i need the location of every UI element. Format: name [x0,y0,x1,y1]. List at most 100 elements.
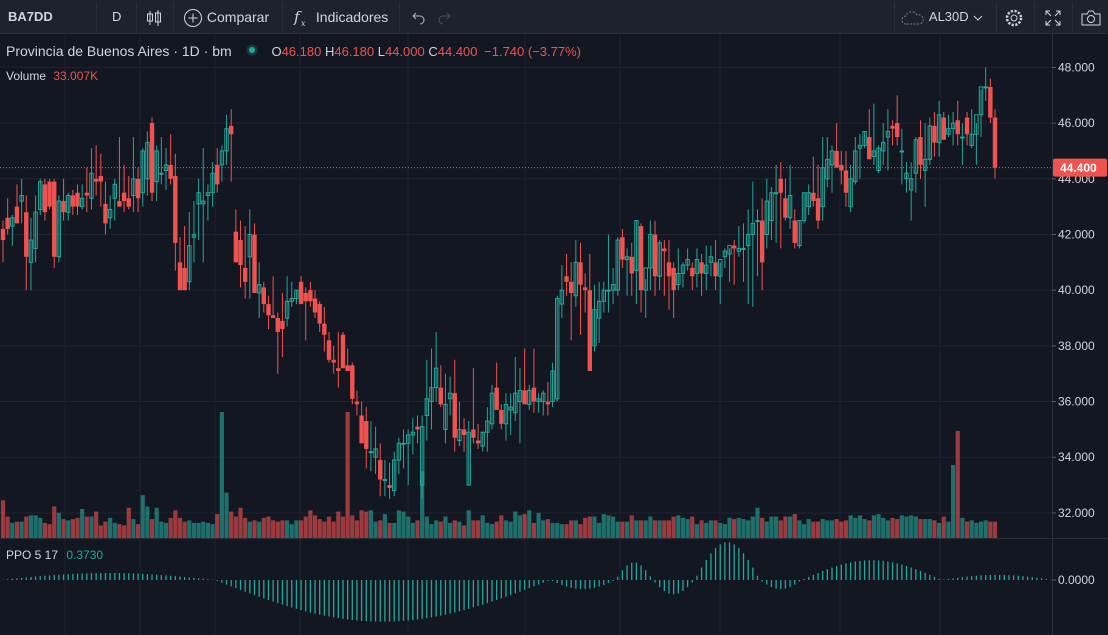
candle-body [615,239,620,291]
volume-bar [499,515,504,538]
candle-body [5,217,10,229]
volume-bar [52,506,57,538]
candle-body [718,259,723,277]
candle-body [713,262,718,277]
candle-body [620,237,625,260]
volume-bar [750,516,755,538]
volume-bar [797,520,802,538]
candle-body [839,164,844,171]
candle-body [811,192,816,202]
low-key: L [377,44,385,59]
volume-bar [131,519,136,538]
open-value: 46.180 [281,44,322,59]
candle-body [704,264,709,274]
candle-body [373,448,378,458]
volume-bar [815,521,821,538]
volume-bar [662,520,667,538]
volume-bar [648,516,653,538]
volume-bar [168,517,173,538]
undo-button[interactable] [409,0,427,34]
snapshot-button[interactable] [1080,0,1102,34]
volume-bar [457,521,462,538]
candle-body [894,123,900,138]
volume-bar [89,516,94,538]
volume-bar [140,495,145,538]
interval-button[interactable]: D [112,0,121,34]
candle-body [196,192,201,205]
volume-bar [932,520,937,538]
volume-bar [941,516,946,538]
volume-bar [70,519,75,538]
volume-bar [10,522,15,538]
volume-bar [387,522,392,538]
volume-bar [741,519,746,538]
volume-bar [461,525,467,538]
candle-body [690,267,695,277]
candle-body [378,460,383,480]
fullscreen-button[interactable] [1044,0,1062,34]
settings-button[interactable] [1004,0,1024,34]
candle-body [135,178,141,199]
candle-body [14,206,20,224]
chart-style-button[interactable] [145,0,163,34]
undo-icon [412,12,425,25]
volume-bar [722,524,727,538]
volume-bar [746,520,751,538]
candle-body [457,428,462,442]
candle-body [922,158,928,171]
candle-body [624,256,630,261]
candle-body [578,262,583,285]
volume-bar [634,520,639,538]
candle-body [881,142,886,152]
candle-body [350,365,355,399]
candle-body [126,198,131,207]
market-status-dot[interactable] [246,43,258,59]
candle-body [890,125,895,129]
candle-body [783,198,788,218]
volume-bar [792,514,797,538]
candle-body [913,139,919,174]
candle-body [84,192,90,196]
candle-body [61,201,66,213]
candle-body [275,318,280,332]
volume-bar [224,492,229,538]
price-chart[interactable]: 48.000 46.000 44.000 42.000 40.000 38.000 36.0… [0,34,1108,635]
candle-body [401,442,406,445]
redo-button[interactable] [436,0,454,34]
candle-body [98,176,104,182]
volume-bar [638,520,644,538]
toolbar-divider [136,2,137,32]
volume-bar [699,520,704,538]
volume-bar [801,524,807,538]
volume-bar [19,521,24,538]
candle-body [284,300,290,319]
symbol-search-button[interactable]: BA7DD [8,0,53,34]
candle-body [149,123,155,193]
candle-body [736,247,742,252]
candle-body [829,150,835,166]
candle-body [722,250,728,258]
layout-selector[interactable]: AL30D [900,0,984,34]
volume-bar [601,514,606,538]
volume-bar [196,522,201,538]
candle-body [527,389,532,405]
ppo-axis-tick-label: 0.0000 [1058,573,1095,587]
candle-body [573,261,579,297]
volume-bar [373,521,378,538]
toolbar-divider [1072,2,1073,32]
volume-bar [24,516,29,538]
compare-button[interactable]: Comparar [183,0,269,34]
volume-bar [135,524,141,538]
fullscreen-icon [1045,10,1061,26]
candle-body [117,201,122,207]
candle-body [233,231,239,263]
volume-bar [727,517,732,538]
volume-bar [964,521,970,538]
volume-bar [909,515,914,538]
volume-bar [657,520,662,538]
volume-bar [783,516,788,538]
candle-body [75,192,80,207]
volume-bar [317,519,322,538]
candle-body [815,198,821,221]
